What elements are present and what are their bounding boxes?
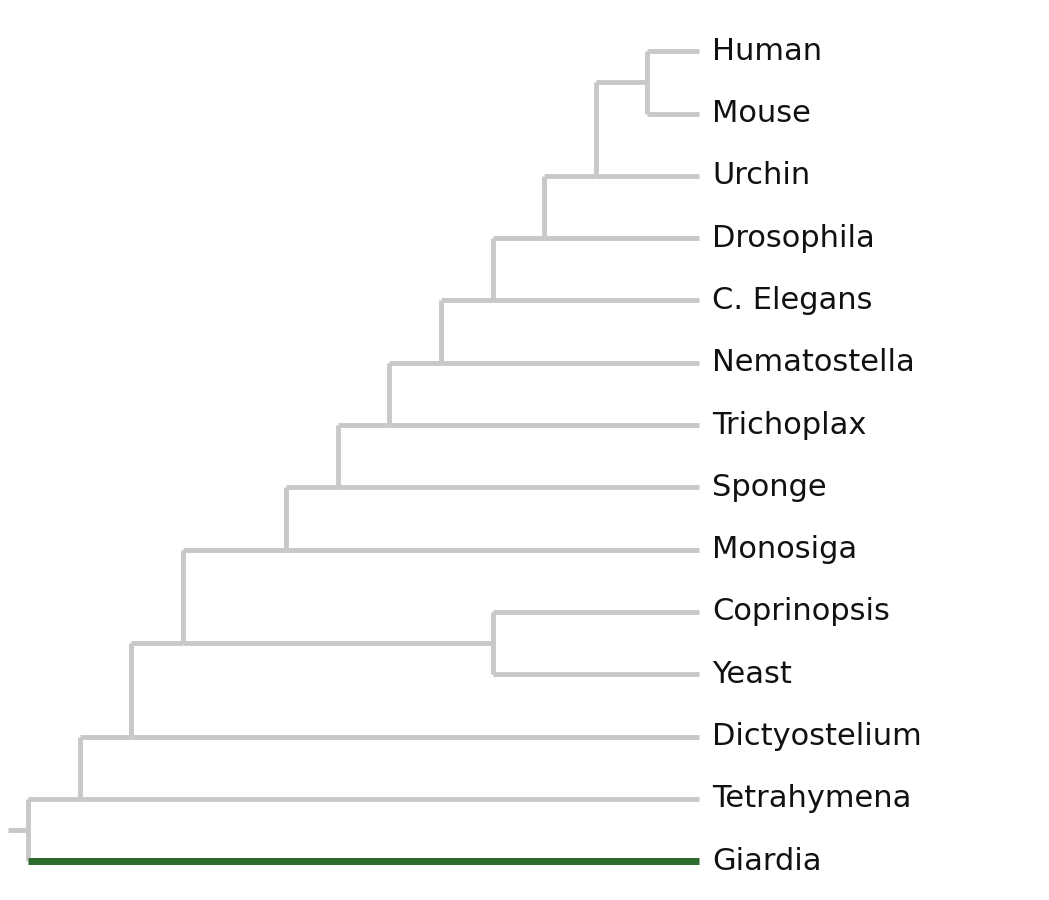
Text: Coprinopsis: Coprinopsis	[712, 598, 891, 626]
Text: Urchin: Urchin	[712, 161, 811, 190]
Text: C. Elegans: C. Elegans	[712, 286, 873, 315]
Text: Trichoplax: Trichoplax	[712, 410, 866, 439]
Text: Tetrahymena: Tetrahymena	[712, 785, 912, 814]
Text: Sponge: Sponge	[712, 472, 827, 502]
Text: Monosiga: Monosiga	[712, 536, 857, 564]
Text: Human: Human	[712, 37, 822, 66]
Text: Nematostella: Nematostella	[712, 348, 915, 377]
Text: Yeast: Yeast	[712, 660, 792, 688]
Text: Giardia: Giardia	[712, 847, 821, 876]
Text: Dictyostelium: Dictyostelium	[712, 722, 922, 752]
Text: Drosophila: Drosophila	[712, 224, 875, 253]
Text: Mouse: Mouse	[712, 99, 811, 128]
